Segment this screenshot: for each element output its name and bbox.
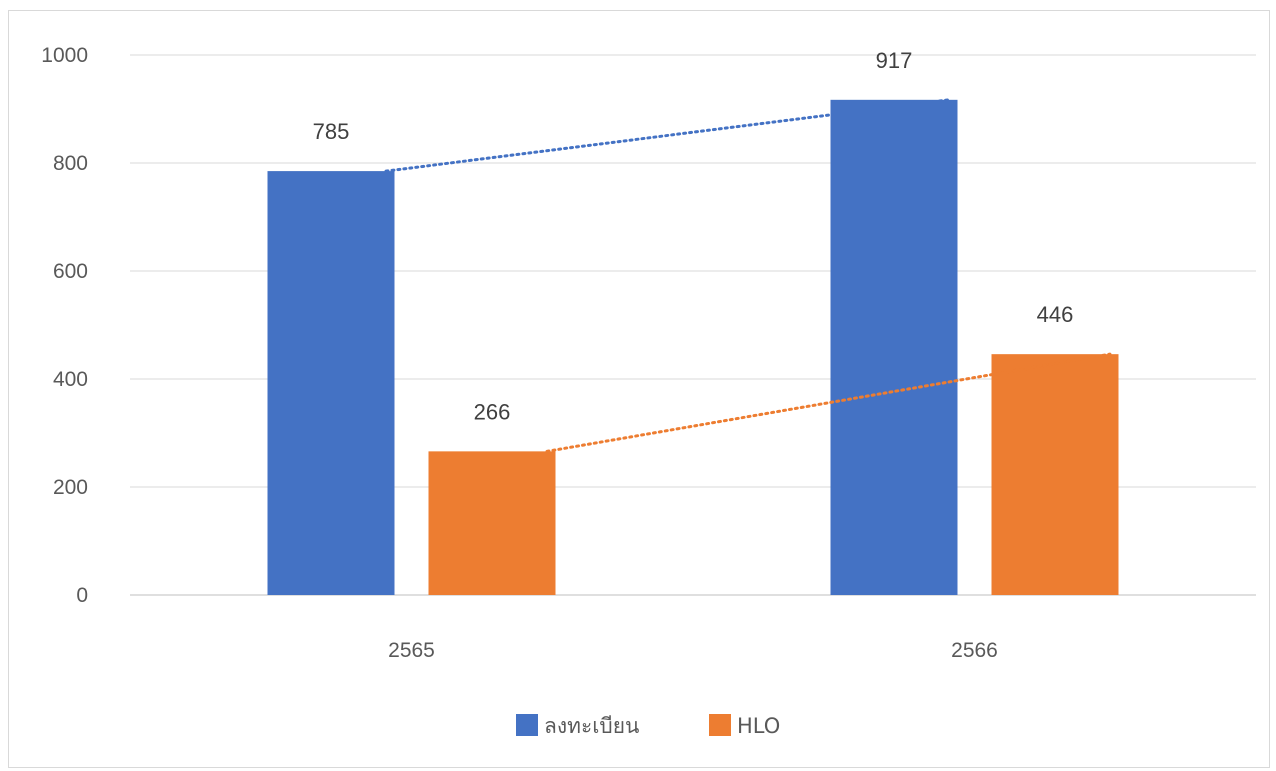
y-tick-label: 1000 — [41, 44, 88, 67]
bar-hlo-2565 — [428, 451, 556, 595]
trendline-registered — [384, 98, 951, 173]
x-tick-label: 2565 — [388, 639, 435, 662]
y-tick-label: 400 — [53, 368, 88, 391]
legend-swatch — [709, 714, 731, 736]
y-tick-label: 800 — [53, 152, 88, 175]
data-label: 917 — [876, 48, 913, 73]
legend-label: ลงทะเบียน — [544, 714, 639, 738]
data-label: 446 — [1037, 302, 1074, 327]
trendline-hlo — [545, 352, 1112, 453]
bar-hlo-2566 — [991, 354, 1119, 595]
data-label: 785 — [313, 119, 350, 144]
legend-swatch — [516, 714, 538, 736]
y-tick-label: 0 — [76, 584, 88, 607]
bar-registered-2566 — [830, 99, 958, 595]
legend-label: HLO — [737, 714, 780, 738]
y-tick-label: 200 — [53, 476, 88, 499]
data-label: 266 — [474, 399, 511, 424]
y-tick-label: 600 — [53, 260, 88, 283]
x-tick-label: 2566 — [951, 639, 998, 662]
bar-registered-2565 — [267, 171, 395, 595]
